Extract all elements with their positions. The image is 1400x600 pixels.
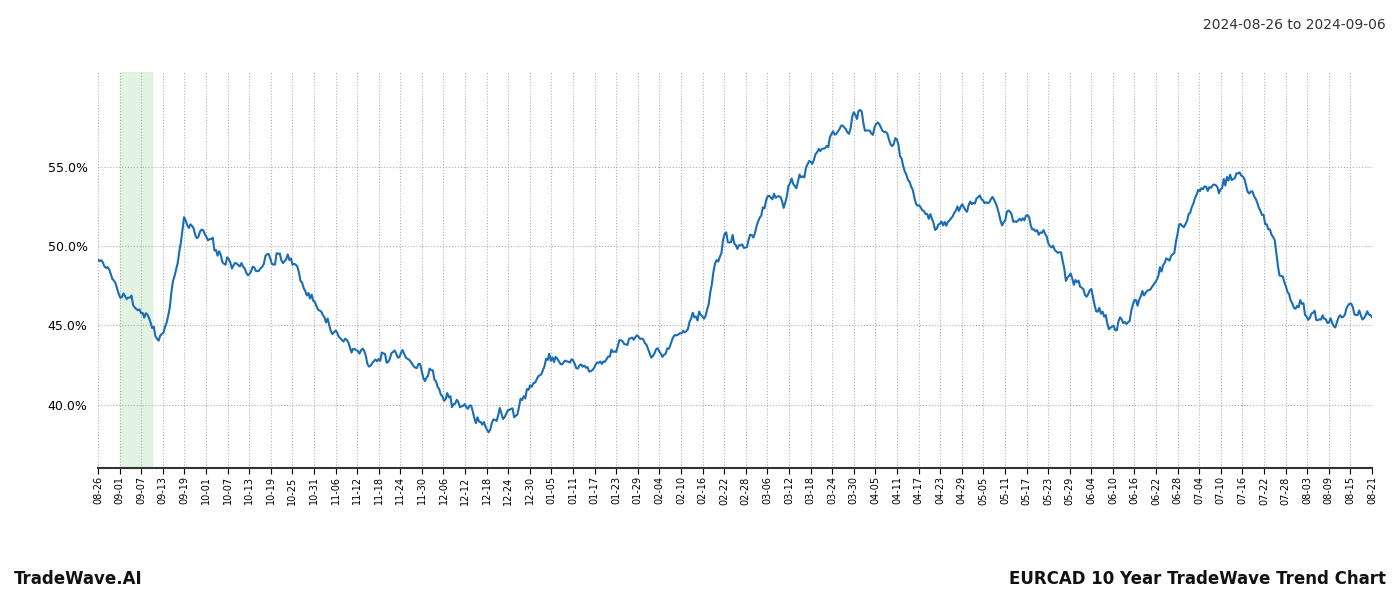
Text: EURCAD 10 Year TradeWave Trend Chart: EURCAD 10 Year TradeWave Trend Chart (1009, 570, 1386, 588)
Text: TradeWave.AI: TradeWave.AI (14, 570, 143, 588)
Text: 2024-08-26 to 2024-09-06: 2024-08-26 to 2024-09-06 (1203, 18, 1386, 32)
Bar (119, 72, 153, 468)
